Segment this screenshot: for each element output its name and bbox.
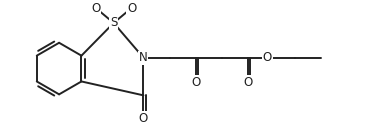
Text: S: S <box>110 16 117 29</box>
Text: O: O <box>191 76 201 89</box>
Text: O: O <box>127 2 136 15</box>
Text: O: O <box>243 76 252 89</box>
Text: O: O <box>91 2 100 15</box>
Text: N: N <box>139 51 148 64</box>
Text: O: O <box>139 112 148 125</box>
Text: O: O <box>263 51 272 64</box>
